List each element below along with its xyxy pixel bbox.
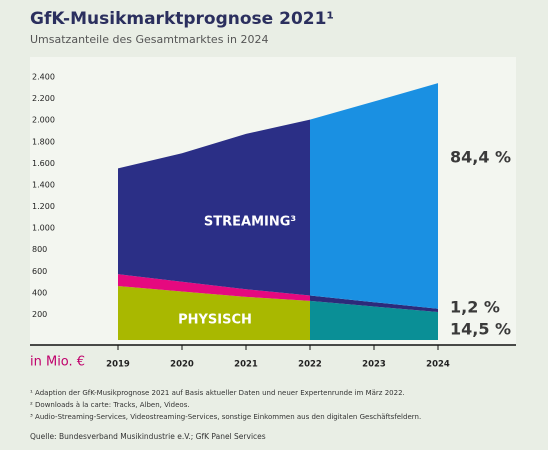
y-tick-label: 2.200 (32, 94, 55, 103)
y-tick-label: 1.200 (32, 202, 55, 211)
area (118, 274, 310, 301)
series-label: PHYSISCH (178, 313, 252, 328)
area-forecast (310, 83, 438, 309)
share-label: 1,2 % (450, 298, 500, 317)
series-label: STREAMING³ (204, 215, 296, 230)
share-label: 14,5 % (450, 320, 511, 339)
x-tick-label: 2019 (106, 360, 130, 370)
y-tick-label: 1.000 (32, 224, 55, 233)
area-forecast (310, 300, 438, 340)
y-tick-label: 1.800 (32, 137, 55, 146)
area-forecast (310, 295, 438, 312)
y-tick-label: 400 (32, 288, 47, 297)
source: Quelle: Bundesverband Musikindustrie e.V… (30, 432, 266, 441)
footnote: ³ Audio-Streaming-Services, Videostreami… (30, 413, 421, 421)
x-tick-label: 2021 (234, 360, 258, 370)
y-tick-label: 200 (32, 310, 47, 319)
y-tick-label: 2.000 (32, 116, 55, 125)
y-tick-label: 1.600 (32, 159, 55, 168)
y-tick-label: 800 (32, 245, 47, 254)
y-tick-label: 1.400 (32, 180, 55, 189)
x-tick-label: 2024 (426, 360, 450, 370)
x-tick-label: 2023 (362, 360, 386, 370)
footnote: ² Downloads à la carte: Tracks, Alben, V… (30, 401, 190, 409)
area (118, 286, 310, 340)
chart-title: GfK-Musikmarktprognose 2021¹ (30, 9, 334, 29)
area (118, 119, 310, 296)
y-tick-label: 2.400 (32, 73, 55, 82)
share-label: 84,4 % (450, 148, 511, 167)
y-tick-label: 600 (32, 267, 47, 276)
chart-subtitle: Umsatzanteile des Gesamtmarktes in 2024 (30, 33, 268, 46)
unit-label: in Mio. € (30, 355, 85, 370)
x-tick-label: 2022 (298, 360, 322, 370)
footnote: ¹ Adaption der GfK-Musikprognose 2021 au… (30, 389, 405, 397)
x-tick-label: 2020 (170, 360, 194, 370)
